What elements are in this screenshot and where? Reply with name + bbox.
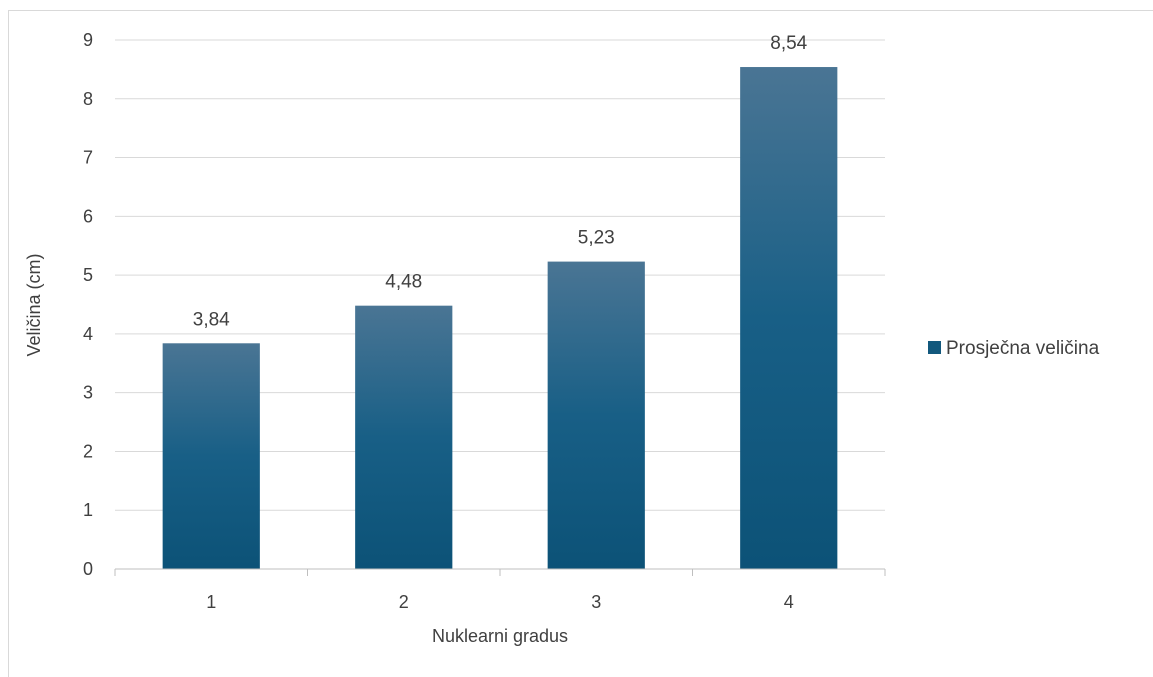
x-tick-label: 1 bbox=[206, 592, 216, 612]
y-tick-label: 3 bbox=[83, 383, 93, 403]
x-axis bbox=[114, 568, 886, 576]
x-tick-label: 3 bbox=[591, 592, 601, 612]
legend: Prosječna veličina bbox=[928, 338, 1100, 359]
bars bbox=[162, 67, 838, 569]
y-tick-label: 5 bbox=[83, 265, 93, 285]
x-tick-label: 4 bbox=[784, 592, 794, 612]
y-tick-label: 9 bbox=[83, 30, 93, 50]
legend-label: Prosječna veličina bbox=[946, 338, 1100, 359]
y-tick-label: 2 bbox=[83, 441, 93, 461]
y-tick-label: 0 bbox=[83, 559, 93, 579]
x-tick-label: 2 bbox=[399, 592, 409, 612]
data-label: 8,54 bbox=[770, 33, 807, 54]
data-label: 3,84 bbox=[193, 309, 230, 330]
bar bbox=[162, 343, 260, 569]
y-tick-label: 6 bbox=[83, 206, 93, 226]
x-axis-title: Nuklearni gradus bbox=[432, 626, 568, 646]
legend-swatch bbox=[928, 341, 941, 354]
bar bbox=[355, 305, 453, 569]
x-axis-ticks: 1 2 3 4 bbox=[206, 592, 794, 612]
y-tick-label: 4 bbox=[83, 324, 93, 344]
y-tick-label: 1 bbox=[83, 500, 93, 520]
y-tick-label: 7 bbox=[83, 148, 93, 168]
y-axis-ticks: 0 1 2 3 4 5 6 7 8 9 bbox=[83, 30, 93, 579]
y-tick-label: 8 bbox=[83, 89, 93, 109]
data-label: 5,23 bbox=[578, 228, 615, 249]
bar bbox=[547, 261, 645, 569]
bar bbox=[740, 67, 838, 569]
data-label: 4,48 bbox=[385, 272, 422, 293]
y-axis-title: Veličina (cm) bbox=[24, 253, 44, 356]
data-labels: 3,84 4,48 5,23 8,54 bbox=[193, 33, 808, 330]
